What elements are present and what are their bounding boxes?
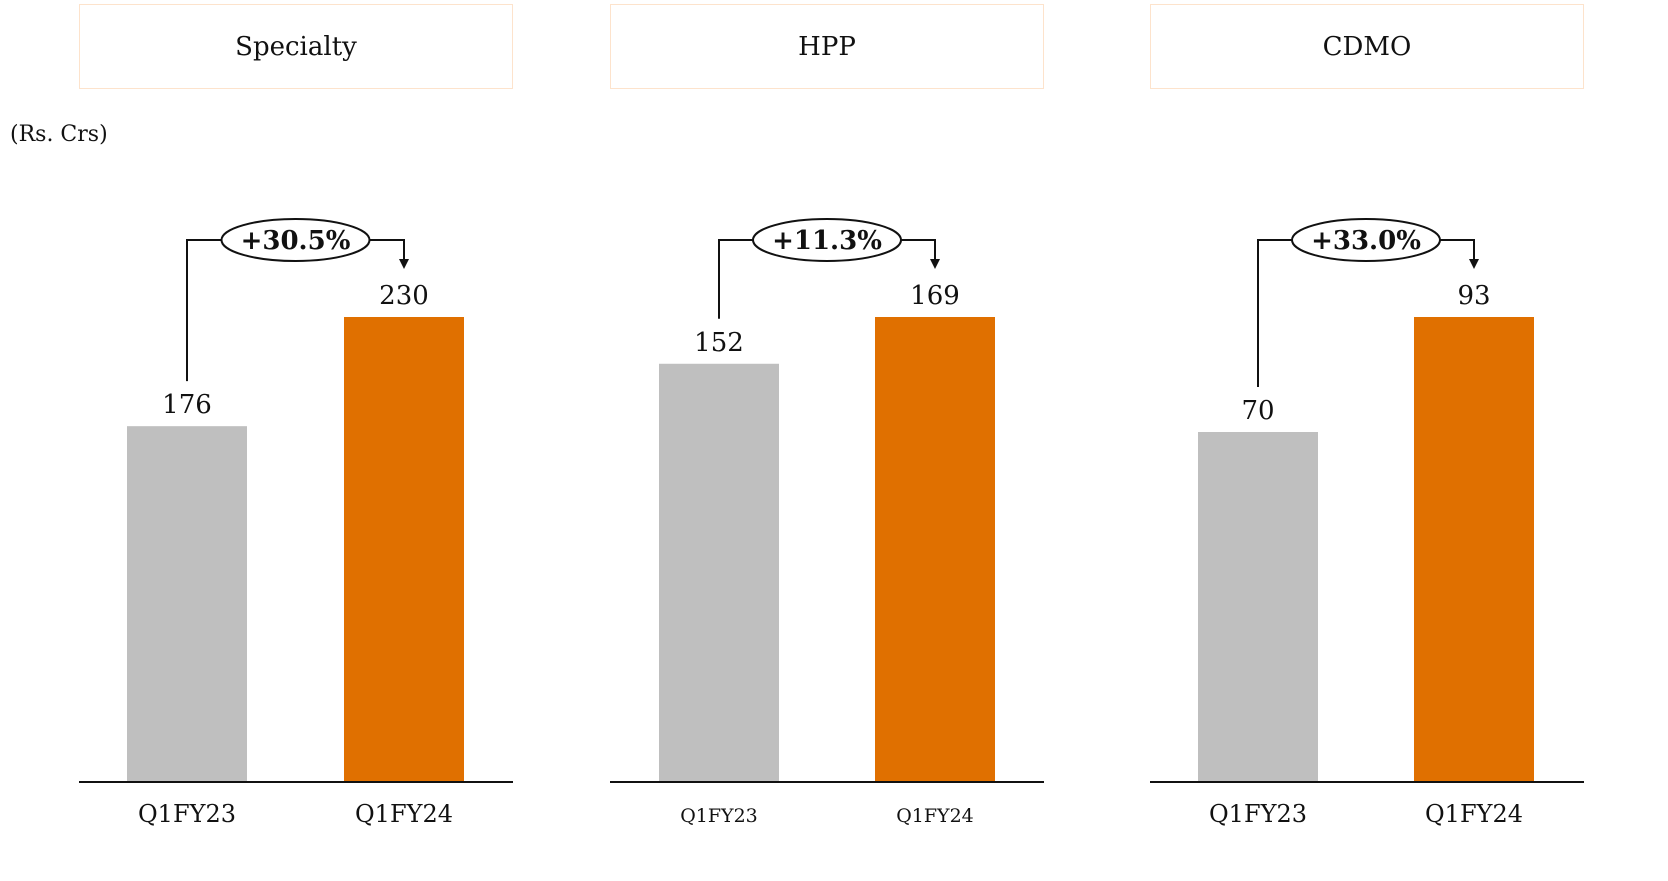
growth-oval bbox=[220, 218, 371, 262]
bar-q1fy23 bbox=[1198, 432, 1318, 782]
x-tick-label: Q1FY24 bbox=[1425, 800, 1523, 828]
growth-label: +33.0% bbox=[1311, 226, 1421, 256]
segment-title-specialty: Specialty bbox=[79, 4, 513, 89]
data-label: 169 bbox=[910, 281, 960, 311]
segment-title-cdmo: CDMO bbox=[1150, 4, 1584, 89]
x-tick-label: Q1FY23 bbox=[1209, 800, 1307, 828]
bar-q1fy23 bbox=[127, 426, 247, 782]
data-label: 93 bbox=[1457, 281, 1490, 311]
bar-q1fy23 bbox=[659, 363, 779, 782]
segment-title-hpp: HPP bbox=[610, 4, 1044, 89]
data-label: 230 bbox=[379, 281, 429, 311]
data-label: 70 bbox=[1241, 396, 1274, 426]
data-label: 152 bbox=[694, 328, 744, 358]
bar-q1fy24 bbox=[875, 317, 995, 782]
data-label: 176 bbox=[162, 390, 212, 420]
growth-label: +30.5% bbox=[241, 226, 351, 256]
x-tick-label: Q1FY24 bbox=[355, 800, 453, 828]
x-tick-label: Q1FY23 bbox=[138, 800, 236, 828]
growth-label: +11.3% bbox=[772, 226, 882, 256]
unit-label: (Rs. Crs) bbox=[10, 122, 108, 147]
growth-oval bbox=[752, 218, 902, 262]
bar-q1fy24 bbox=[344, 317, 464, 782]
growth-oval bbox=[1291, 218, 1441, 262]
bar-q1fy24 bbox=[1414, 317, 1534, 782]
x-tick-label: Q1FY23 bbox=[680, 805, 758, 827]
x-tick-label: Q1FY24 bbox=[896, 805, 974, 827]
